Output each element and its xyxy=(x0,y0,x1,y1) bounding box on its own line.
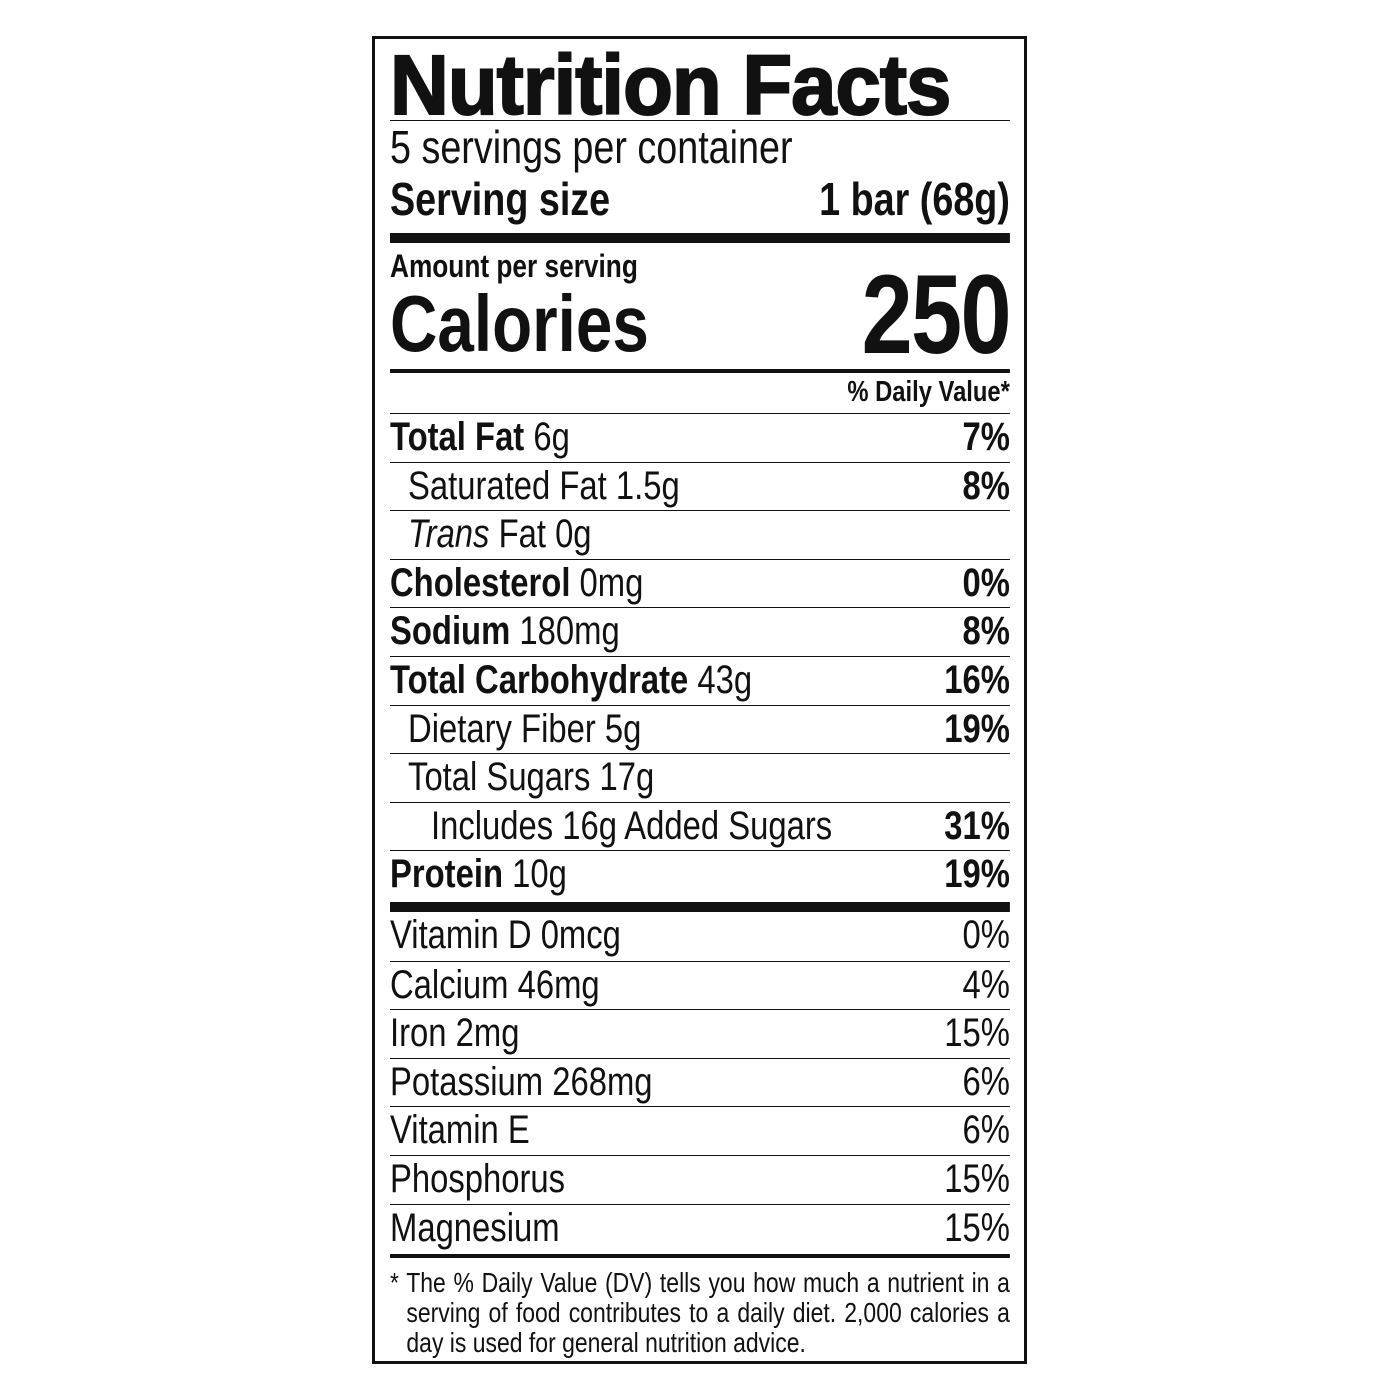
label-title: Nutrition Facts xyxy=(389,38,952,132)
vitamin-name: Calcium 46mg xyxy=(390,962,600,1007)
medium-divider xyxy=(390,369,1010,373)
amount-per-serving: Amount per serving xyxy=(390,248,638,284)
nutrient-row-sodium: Sodium 180mg 8% xyxy=(390,607,1010,656)
nutrient-name: Saturated Fat 1.5g xyxy=(408,463,680,508)
medium-divider xyxy=(390,1254,1010,1259)
vitamin-row: Phosphorus 15% xyxy=(390,1154,1010,1204)
divider xyxy=(390,120,1010,121)
vitamin-name: Vitamin D 0mcg xyxy=(390,912,621,957)
nutrient-row-trans-fat: Trans Fat 0g xyxy=(390,510,1010,559)
serving-size-row: Serving size 1 bar (68g) xyxy=(390,173,1010,229)
nutrient-amount: 10g xyxy=(512,852,567,897)
nutrient-name: Protein xyxy=(390,852,503,897)
nutrient-dv: 0% xyxy=(962,560,1010,605)
nutrient-name: Total Carbohydrate xyxy=(390,657,689,702)
vitamin-dv: 6% xyxy=(962,1108,1010,1153)
nutrient-dv: 31% xyxy=(944,803,1010,848)
nutrient-row-total-sugars: Total Sugars 17g xyxy=(390,753,1010,802)
vitamin-row: Magnesium 15% xyxy=(390,1203,1010,1253)
nutrient-row-total-carbohydrate: Total Carbohydrate 43g 16% xyxy=(390,655,1010,705)
thick-divider xyxy=(390,901,1010,912)
vitamin-name: Magnesium xyxy=(390,1205,560,1250)
nutrient-amount: 180mg xyxy=(519,609,620,654)
vitamin-name: Phosphorus xyxy=(390,1156,566,1201)
vitamin-dv: 0% xyxy=(962,912,1010,957)
vitamin-row: Iron 2mg 15% xyxy=(390,1009,1010,1058)
nutrient-name: Sodium xyxy=(390,609,511,654)
serving-size-label: Serving size xyxy=(390,173,611,225)
nutrition-facts-panel: 5 servings per container Serving size 1 … xyxy=(390,120,1012,1359)
nutrient-dv: 8% xyxy=(962,609,1010,654)
vitamin-dv: 15% xyxy=(944,1011,1010,1056)
calories-row: Calories 250 xyxy=(390,259,1012,371)
nutrient-amount: 6g xyxy=(533,415,570,459)
nutrient-name: Fat 0g xyxy=(489,512,592,557)
nutrient-name: Includes 16g Added Sugars xyxy=(431,803,833,848)
nutrient-row-added-sugars: Includes 16g Added Sugars 31% xyxy=(390,801,1010,851)
calories-label: Calories xyxy=(390,279,649,368)
nutrient-dv: 8% xyxy=(962,463,1010,508)
nutrient-dv: 7% xyxy=(962,415,1010,459)
vitamin-dv: 4% xyxy=(962,962,1010,1007)
vitamin-row: Vitamin D 0mcg 0% xyxy=(390,912,1010,961)
nutrient-row-cholesterol: Cholesterol 0mg 0% xyxy=(390,558,1010,608)
nutrient-name: Total Fat xyxy=(390,415,525,459)
thick-divider xyxy=(390,233,1010,243)
vitamin-row: Calcium 46mg 4% xyxy=(390,960,1010,1010)
nutrition-label-border xyxy=(372,36,1027,1364)
vitamin-name: Vitamin E xyxy=(390,1108,530,1153)
nutrient-name: Cholesterol xyxy=(390,560,571,605)
vitamin-dv: 15% xyxy=(944,1156,1010,1201)
nutrient-name: Total Sugars 17g xyxy=(408,755,655,800)
servings-per-container: 5 servings per container xyxy=(390,121,793,173)
nutrient-dv: 19% xyxy=(944,852,1010,897)
nutrient-amount: 0mg xyxy=(579,560,644,605)
vitamin-dv: 6% xyxy=(962,1059,1010,1104)
nutrient-row-saturated-fat: Saturated Fat 1.5g 8% xyxy=(390,461,1010,511)
nutrient-dv: 19% xyxy=(944,706,1010,751)
vitamin-name: Iron 2mg xyxy=(390,1011,520,1056)
vitamin-name: Potassium 268mg xyxy=(390,1059,653,1104)
vitamin-row: Vitamin E 6% xyxy=(390,1106,1010,1155)
nutrient-row-dietary-fiber: Dietary Fiber 5g 19% xyxy=(390,704,1010,754)
vitamin-dv: 15% xyxy=(944,1205,1010,1250)
nutrient-amount: 43g xyxy=(697,657,753,702)
calories-value: 250 xyxy=(861,252,1012,377)
daily-value-footnote: * The % Daily Value (DV) tells you how m… xyxy=(390,1267,1010,1359)
nutrient-dv: 16% xyxy=(944,657,1010,702)
nutrient-row-total-fat: Total Fat 6g 7% xyxy=(390,413,1010,462)
daily-value-header: % Daily Value* xyxy=(847,376,1010,408)
vitamin-row: Potassium 268mg 6% xyxy=(390,1057,1010,1107)
nutrient-name: Dietary Fiber 5g xyxy=(408,706,642,751)
serving-size-value: 1 bar (68g) xyxy=(819,173,1010,225)
nutrient-row-protein: Protein 10g 19% xyxy=(390,850,1010,899)
nutrient-name-italic: Trans xyxy=(408,512,490,557)
